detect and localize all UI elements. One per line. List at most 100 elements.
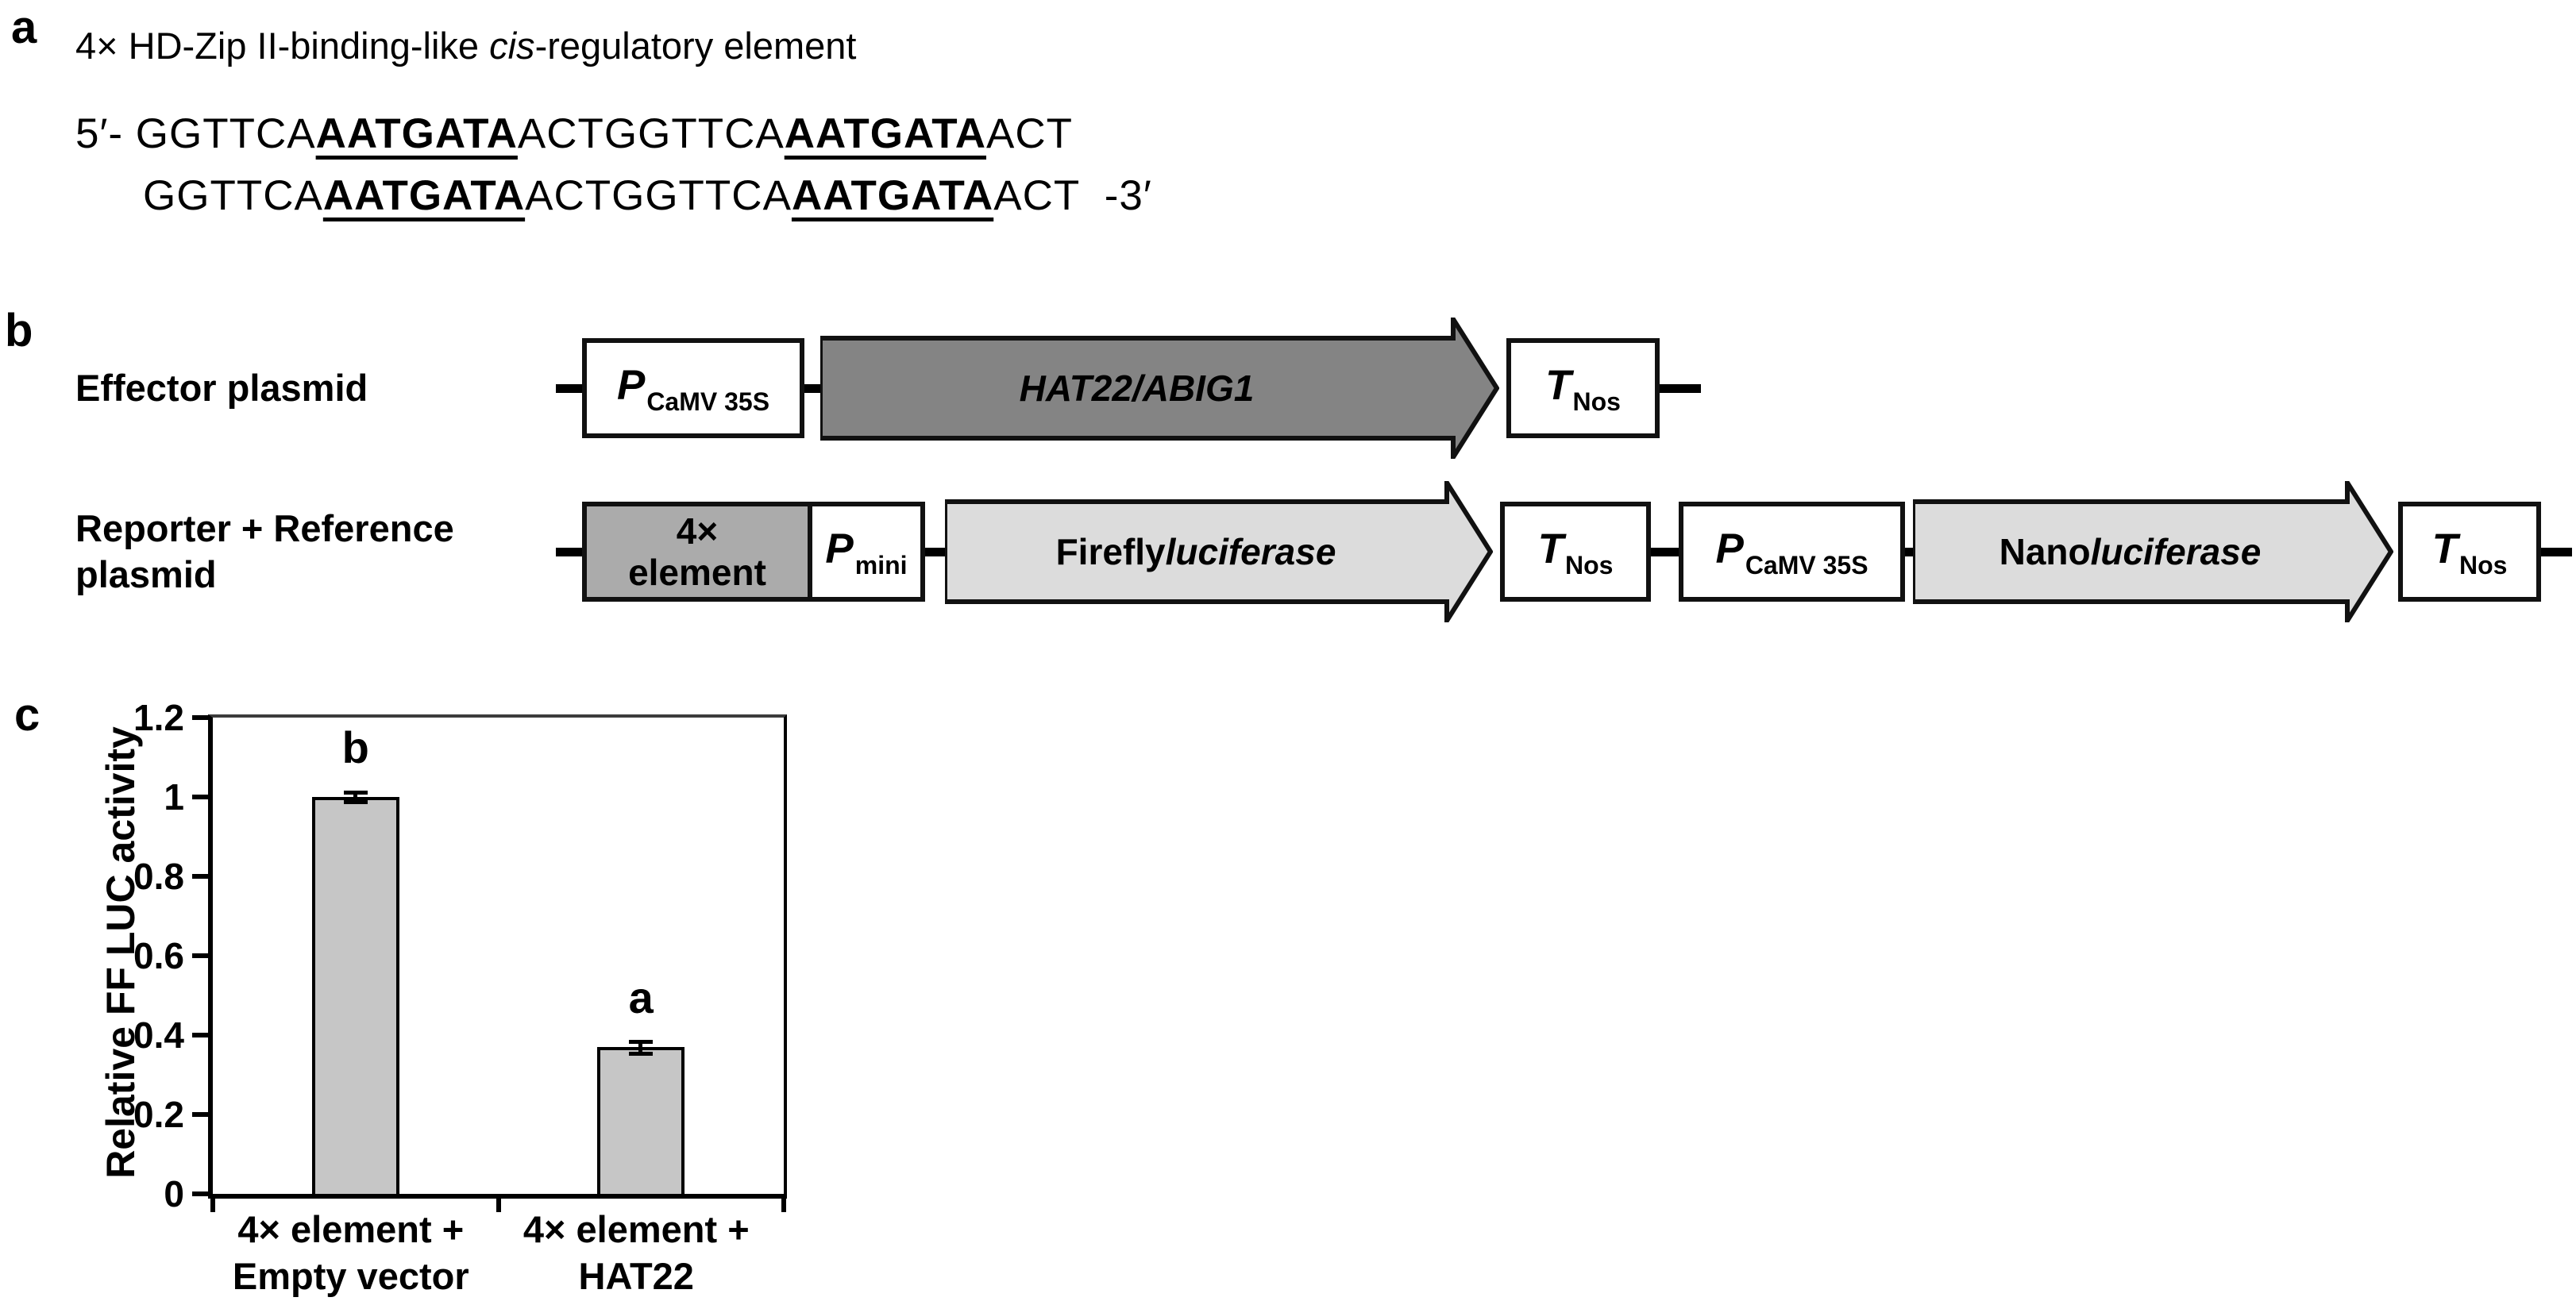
text-segment: P (825, 525, 854, 572)
text-segment: GGTTCA (143, 172, 323, 219)
error-bar-cap (629, 1051, 654, 1056)
hat22-abig1-gene-arrow: HAT22/ABIG1 (820, 318, 1499, 459)
nano-luciferase-arrow: Nano luciferase (1913, 481, 2393, 622)
error-bar (353, 792, 357, 802)
x-axis-tick (781, 1199, 786, 1212)
connector-line (1905, 547, 1913, 556)
panel-a-title: 4× HD-Zip II-binding-like cis-regulatory… (75, 24, 856, 67)
text-segment: -regulatory element (534, 25, 857, 67)
construct-title-line: Reporter + Reference (75, 507, 454, 549)
x-axis-tick (210, 1199, 215, 1212)
gene-arrow-label: Firefly luciferase (945, 502, 1447, 602)
gene-arrow-label: HAT22/ABIG1 (820, 338, 1453, 438)
gene-arrow-label: Nano luciferase (1913, 502, 2347, 602)
y-axis-tick-label: 0.4 (133, 1014, 184, 1056)
y-axis-tick-label: 1 (164, 776, 184, 818)
connector-line (1660, 383, 1701, 393)
y-axis-tick-label: 0.8 (133, 856, 184, 897)
gene-arrow-shape (945, 481, 1493, 622)
x-category-line: HAT22 (578, 1255, 694, 1297)
camv35s-promoter-box: PCaMV 35S (582, 338, 804, 438)
connector-line (556, 547, 582, 556)
text-segment: 5′- (75, 110, 136, 157)
box-label: TNos (1538, 528, 1614, 579)
x-category-line: 4× element + (237, 1208, 465, 1250)
box-label-line: element (628, 552, 766, 593)
connector-gap (1493, 548, 1500, 556)
x-category-label: 4× element + Empty vector (129, 1206, 573, 1299)
y-axis-tick-label: 0 (164, 1173, 184, 1215)
subscript-text: mini (854, 551, 908, 579)
significance-letter: b (341, 722, 369, 772)
text-segment: Firefly (1055, 531, 1166, 572)
gene-arrow-shape (820, 318, 1499, 459)
y-axis-tick (192, 1112, 208, 1117)
text-segment: T (1545, 362, 1571, 409)
nos-terminator-box: TNos (1506, 338, 1660, 438)
subscript-text: Nos (2458, 551, 2508, 579)
connector-line (804, 383, 820, 393)
text-segment: 4× HD-Zip II-binding-like (75, 25, 490, 67)
y-axis-tick (192, 874, 208, 879)
text-segment: T (2431, 525, 2458, 572)
text-segment: AATGATA (315, 110, 518, 157)
text-segment: -3′ (1079, 172, 1152, 219)
panel-b-label: b (5, 305, 33, 356)
4x-element-box: 4× element (582, 502, 812, 602)
text-segment: T (1537, 525, 1564, 572)
subscript-text: Nos (1564, 551, 1614, 579)
text-segment: luciferase (2090, 531, 2262, 572)
dna-sequence-line-2: GGTTCAAATGATAACTGGTTCAAATGATAACT -3′ (143, 171, 1152, 220)
panel-c-label: c (14, 689, 40, 741)
dna-sequence-line-1: 5′- GGTTCAAATGATAACTGGTTCAAATGATAACT (75, 110, 1073, 158)
bar-chart-plot-area: 0 0.2 0.4 0.6 0.8 1 1.2 b a (133, 698, 787, 1214)
bar (597, 1047, 685, 1194)
error-bar-cap (343, 791, 368, 795)
error-bar (638, 1041, 643, 1053)
text-segment: cis (489, 25, 535, 67)
y-axis-tick (192, 715, 208, 720)
bar (311, 797, 399, 1194)
mini-promoter-box: Pmini (808, 502, 925, 602)
text-segment: ACTGGTTCA (525, 172, 792, 219)
y-axis-tick (192, 1191, 208, 1196)
text-segment: ACT (986, 110, 1074, 157)
subscript-text: CaMV 35S (646, 387, 770, 416)
text-segment: ACTGGTTCA (517, 110, 785, 157)
y-axis-tick (192, 953, 208, 958)
box-label-line: 4× (676, 510, 719, 552)
construct-title-line: plasmid (75, 553, 217, 595)
y-axis-tick-label: 0.2 (133, 1094, 184, 1135)
y-axis-tick (192, 1033, 208, 1037)
error-bar-cap (343, 800, 368, 804)
text-segment: P (616, 362, 646, 409)
y-axis-tick-label: 1.2 (133, 697, 184, 738)
text-segment: HAT22/ABIG1 (1019, 368, 1255, 409)
text-segment: Nano (1999, 531, 2091, 572)
connector-line (1651, 547, 1679, 556)
reporter-reference-construct-diagram: 4× element Pmini Firefly luciferase TNos PCaM… (556, 481, 2572, 622)
box-label: TNos (2432, 528, 2508, 579)
nos-terminator-box: TNos (2398, 502, 2541, 602)
x-axis-tick (496, 1199, 501, 1212)
panel-a-label: a (11, 2, 37, 53)
camv35s-promoter-box: PCaMV 35S (1679, 502, 1905, 602)
x-category-line: Empty vector (232, 1255, 469, 1297)
connector-line (2541, 547, 2572, 556)
reporter-reference-plasmid-title: Reporter + Reference plasmid (75, 506, 454, 598)
firefly-luciferase-arrow: Firefly luciferase (945, 481, 1493, 622)
significance-letter: a (628, 972, 654, 1022)
y-axis-tick-label: 0.6 (133, 935, 184, 976)
gene-arrow-shape (1913, 481, 2393, 622)
effector-plasmid-title: Effector plasmid (75, 365, 368, 411)
text-segment: AATGATA (791, 172, 994, 219)
connector-line (925, 547, 945, 556)
box-label: TNos (1545, 362, 1621, 416)
subscript-text: CaMV 35S (1745, 551, 1868, 579)
text-segment: P (1715, 525, 1744, 572)
y-axis-tick (192, 795, 208, 799)
box-label: PCaMV 35S (616, 362, 769, 416)
nos-terminator-box: TNos (1500, 502, 1651, 602)
box-label: PCaMV 35S (1715, 528, 1868, 579)
